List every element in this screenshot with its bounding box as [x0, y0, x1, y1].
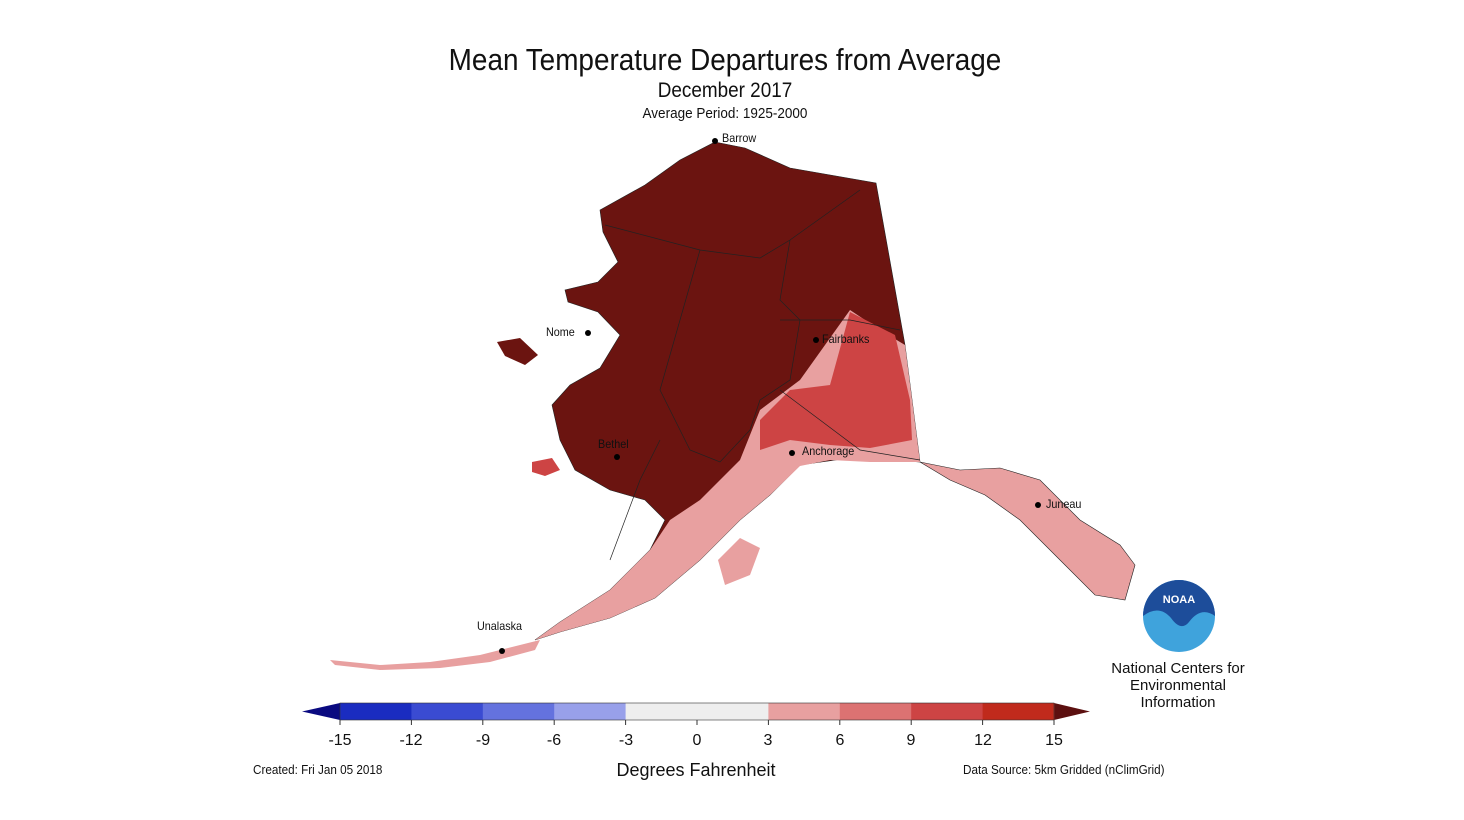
colorbar-bin: [911, 703, 984, 720]
colorbar-tick-label: -6: [546, 732, 562, 749]
panhandle: [919, 461, 1136, 601]
colorbar: [302, 702, 1090, 725]
org-line: Information: [1140, 694, 1216, 711]
colorbar-label: Degrees Fahrenheit: [616, 760, 776, 780]
svg-text:NOAA: NOAA: [1163, 594, 1195, 606]
colorbar-bin: [482, 703, 555, 720]
colorbar-bin: [340, 703, 412, 720]
st-lawrence-island: [497, 338, 538, 365]
city-label-juneau: Juneau: [1046, 497, 1082, 511]
data-source: Data Source: 5km Gridded (nClimGrid): [963, 762, 1165, 777]
city-label-fairbanks: Fairbanks: [822, 332, 870, 346]
colorbar-tick-label: 0: [692, 732, 702, 749]
city-label-barrow: Barrow: [722, 131, 757, 145]
colorbar-tick-label: 6: [835, 732, 845, 749]
ncei-org-name: National Centers for Environmental Infor…: [1098, 660, 1258, 711]
map-title: Mean Temperature Departures from Average: [448, 42, 1002, 77]
noaa-logo: NOAA: [1143, 580, 1215, 652]
colorbar-bin: [625, 703, 698, 720]
colorbar-tick-label: 9: [906, 732, 916, 749]
created-date: Created: Fri Jan 05 2018: [253, 762, 383, 777]
alaska-landmass: [330, 141, 1136, 670]
nunivak-island: [532, 458, 560, 476]
colorbar-bin: [839, 703, 912, 720]
colorbar-tick-label: -15: [328, 732, 352, 749]
colorbar-tick-label: -3: [618, 732, 634, 749]
aleutians: [330, 640, 540, 670]
colorbar-over-arrow: [1054, 703, 1090, 720]
map-subtitle: December 2017: [657, 79, 793, 102]
colorbar-bin: [768, 703, 841, 720]
colorbar-tick-label: 12: [974, 732, 992, 749]
colorbar-bin: [554, 703, 627, 720]
org-line: Environmental: [1130, 677, 1226, 694]
colorbar-tick-label: 15: [1045, 732, 1063, 749]
city-label-unalaska: Unalaska: [477, 619, 523, 633]
kodiak-island: [718, 538, 760, 585]
colorbar-bin: [697, 703, 769, 720]
colorbar-tick-label: -12: [399, 732, 423, 749]
city-label-bethel: Bethel: [598, 437, 629, 451]
colorbar-tick-label: 3: [763, 732, 773, 749]
climate-division-lines: [604, 189, 921, 561]
colorbar-bin: [982, 703, 1055, 720]
average-period: Average Period: 1925-2000: [642, 105, 808, 122]
colorbar-bin: [411, 703, 484, 720]
city-label-nome: Nome: [546, 325, 575, 339]
region-9-12: [760, 312, 912, 450]
city-markers: [499, 138, 1041, 654]
city-label-anchorage: Anchorage: [802, 444, 855, 458]
colorbar-under-arrow: [302, 703, 340, 720]
org-line: National Centers for: [1111, 660, 1245, 677]
colorbar-tick-label: -9: [475, 732, 491, 749]
